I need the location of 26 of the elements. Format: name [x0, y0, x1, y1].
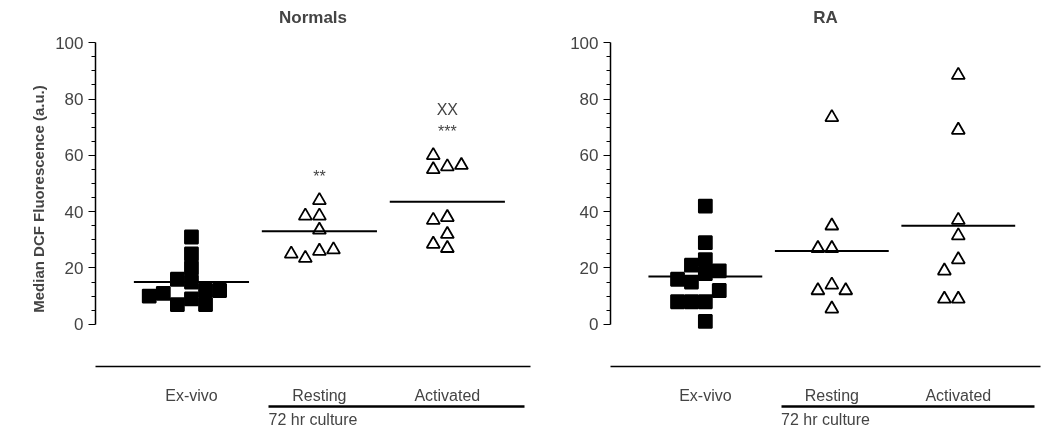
y-tick-label: 100 — [570, 33, 599, 53]
y-tick-label: 20 — [64, 258, 84, 278]
y-tick-label: 20 — [579, 258, 599, 278]
x-axis-title: 72 hr culture — [781, 410, 871, 428]
annotation: XX — [436, 100, 459, 118]
annotation: *** — [438, 122, 457, 140]
y-tick-label: 80 — [64, 90, 84, 110]
annotation: ** — [313, 167, 326, 185]
y-tick-label: 60 — [579, 146, 599, 166]
x-tick-label: Resting — [804, 386, 859, 404]
y-tick-label: 0 — [74, 315, 84, 335]
x-tick-label: Resting — [292, 386, 347, 404]
y-tick-label: 60 — [64, 146, 84, 166]
x-tick-label: Ex-vivo — [679, 386, 732, 404]
x-tick-label: Activated — [414, 386, 481, 404]
x-axis-title: 72 hr culture — [268, 410, 358, 428]
x-tick-label: Activated — [925, 386, 992, 404]
y-tick-label: 80 — [579, 90, 599, 110]
chart-title: Normals — [278, 7, 348, 27]
x-tick-label: Ex-vivo — [165, 386, 218, 404]
y-tick-label: 40 — [64, 202, 84, 222]
y-tick-label: 100 — [55, 33, 84, 53]
y-tick-label: 0 — [589, 315, 599, 335]
y-tick-label: 40 — [579, 202, 599, 222]
y-axis-title: Median DCF Fluorescence (a.u.) — [30, 85, 48, 313]
chart-title: RA — [813, 7, 838, 27]
